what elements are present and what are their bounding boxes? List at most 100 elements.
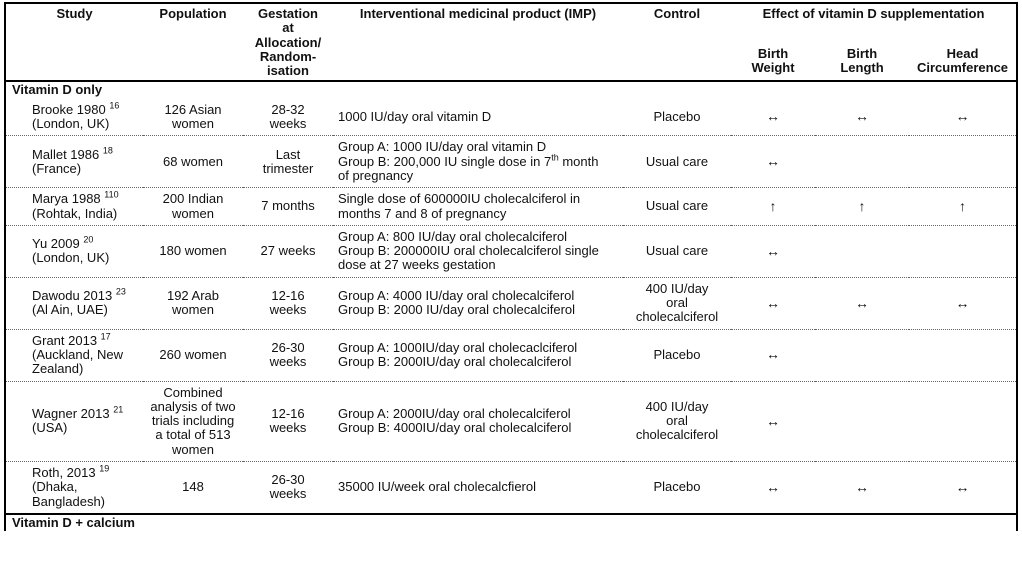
cell-imp: Group A: 800 IU/day oral cholecalciferol… (333, 224, 623, 278)
cell-population: 192 Arab women (143, 276, 243, 330)
header-effect-group: Effect of vitamin D supplementation (762, 6, 985, 21)
cell-control: Usual care (623, 135, 731, 188)
cell-effect-birth-weight: ↔ (731, 461, 815, 514)
no-change-arrow-icon: ↔ (855, 294, 869, 311)
cell-effect-birth-length: ↔ (815, 276, 909, 330)
cell-control: Placebo (623, 328, 731, 382)
cell-gestation: 12-16 weeks (243, 276, 333, 330)
cell-imp: 1000 IU/day oral vitamin D (338, 108, 492, 124)
no-change-arrow-icon: ↔ (955, 294, 970, 311)
study-row: Dawodu 2013 23 (Al Ain, UAE) 192 Arab wom… (5, 276, 1018, 330)
cell-population: 148 (143, 461, 243, 514)
cell-control: Usual care (623, 224, 731, 278)
cell-effect-head-circumference: ↔ (909, 276, 1018, 330)
increase-arrow-icon: ↑ (769, 197, 777, 214)
reference-number: 110 (104, 189, 119, 200)
reference-number: 19 (99, 463, 110, 474)
header-imp: Interventional medicinal product (IMP) (359, 6, 597, 21)
cell-effect-birth-length (815, 380, 909, 462)
reference-number: 18 (102, 145, 113, 156)
study-row: Marya 1988 110 (Rohtak, India) 200 Indian… (5, 187, 1018, 226)
cell-effect-birth-weight: ↔ (731, 328, 815, 382)
cell-gestation: 26-30 weeks (243, 461, 333, 514)
cell-study: Dawodu 2013 23 (Al Ain, UAE) (5, 276, 143, 330)
reference-number: 16 (109, 100, 120, 111)
ordinal-superscript: th (551, 152, 559, 163)
header-row-main: Study Population Gestation at Allocation… (5, 3, 1017, 78)
cell-study: Marya 1988 110 (Rohtak, India) (5, 187, 143, 226)
header-study: Study (56, 6, 93, 21)
cell-effect-head-circumference (909, 328, 1018, 382)
header-birth-length: Birth Length (840, 45, 884, 76)
cell-control: 400 IU/day oral cholecalciferol (623, 380, 731, 462)
table-body: Vitamin D only Brooke 1980 16 (London, UK… (5, 80, 1018, 532)
cell-gestation: 26-30 weeks (243, 328, 333, 382)
cell-effect-birth-length: ↔ (815, 461, 909, 514)
cell-effect-birth-weight: ↔ (731, 224, 815, 278)
cell-effect-head-circumference: ↔ (909, 99, 1017, 136)
increase-arrow-icon: ↑ (858, 197, 866, 214)
vitamin-d-studies-table: Study Population Gestation at Allocation… (4, 2, 1019, 532)
cell-gestation: Last trimester (243, 135, 333, 188)
cell-imp: Group A: 1000IU/day oral cholecaclcifero… (333, 328, 623, 382)
no-change-arrow-icon: ↔ (766, 294, 780, 311)
cell-population: 126 Asian women (164, 101, 222, 132)
cell-effect-birth-length (815, 135, 909, 188)
increase-arrow-icon: ↑ (959, 197, 967, 214)
cell-effect-birth-weight: ↔ (731, 99, 815, 136)
cell-population: 260 women (143, 328, 243, 382)
section-row: Vitamin D only (5, 80, 1018, 99)
cell-effect-birth-length (815, 224, 909, 278)
study-row: Brooke 1980 16 (London, UK) 126 Asian wom… (5, 99, 1017, 136)
cell-imp: 35000 IU/week oral cholecalcfierol (333, 461, 623, 514)
table-header: Study Population Gestation at Allocation… (5, 3, 1018, 82)
cell-control: Usual care (623, 187, 731, 226)
no-change-arrow-icon: ↔ (766, 242, 780, 259)
cell-gestation: 27 weeks (243, 224, 333, 278)
header-control: Control (653, 6, 701, 21)
study-row: Mallet 1986 18 (France) 68 women Last trim… (5, 135, 1018, 188)
cell-effect-head-circumference (909, 135, 1018, 188)
no-change-arrow-icon: ↔ (855, 478, 869, 495)
cell-effect-birth-length (815, 328, 909, 382)
header-row-sub: Birth Weight Birth Length Head Circumfer… (5, 31, 1017, 82)
cell-population: 200 Indian women (143, 187, 243, 226)
cell-study: Yu 2009 20 (London, UK) (5, 224, 143, 278)
cell-effect-head-circumference: ↔ (909, 461, 1018, 514)
cell-study: Roth, 2013 19 (Dhaka, Bangladesh) (5, 461, 143, 514)
cell-effect-head-circumference (909, 224, 1018, 278)
cell-effect-birth-length: ↑ (815, 187, 909, 226)
header-head-circumference: Head Circumference (916, 45, 1009, 76)
header-gestation: Gestation at Allocation/ Random- isation (254, 6, 322, 79)
cell-study: Brooke 1980 16 (London, UK) (32, 100, 120, 132)
study-row: Roth, 2013 19 (Dhaka, Bangladesh) 148 26-3… (5, 461, 1018, 514)
no-change-arrow-icon: ↔ (766, 108, 780, 125)
study-row: Grant 2013 17 (Auckland, New Zealand) 260… (5, 328, 1018, 382)
no-change-arrow-icon: ↔ (955, 478, 970, 495)
reference-number: 23 (115, 286, 126, 297)
no-change-arrow-icon: ↔ (766, 478, 780, 495)
cell-population: Combined analysis of two trials includin… (143, 380, 243, 462)
no-change-arrow-icon: ↔ (766, 153, 780, 170)
cell-effect-birth-length: ↔ (815, 99, 909, 136)
cell-study: Grant 2013 17 (Auckland, New Zealand) (5, 328, 143, 382)
header-birth-weight: Birth Weight (751, 45, 795, 76)
cell-effect-birth-weight: ↔ (731, 380, 815, 462)
no-change-arrow-icon: ↔ (855, 108, 869, 125)
cell-effect-head-circumference (909, 380, 1018, 462)
reference-number: 20 (83, 234, 94, 245)
cell-imp: Group A: 1000 IU/day oral vitamin D Grou… (333, 135, 623, 188)
cell-effect-head-circumference: ↑ (909, 187, 1018, 226)
cell-imp: Single dose of 600000IU cholecalciferol … (333, 187, 623, 226)
section-label: Vitamin D + calcium (5, 512, 1018, 532)
cell-population: 180 women (143, 224, 243, 278)
cell-control: 400 IU/day oral cholecalciferol (623, 276, 731, 330)
study-row: Yu 2009 20 (London, UK) 180 women 27 weeks… (5, 224, 1018, 278)
cell-gestation: 28-32 weeks (269, 101, 307, 132)
cell-study: Mallet 1986 18 (France) (5, 135, 143, 188)
cell-control: Placebo (653, 108, 701, 124)
study-row: Wagner 2013 21 (USA) Combined analysis of… (5, 380, 1018, 462)
cell-effect-birth-weight: ↑ (731, 187, 815, 226)
reference-number: 21 (113, 404, 124, 415)
